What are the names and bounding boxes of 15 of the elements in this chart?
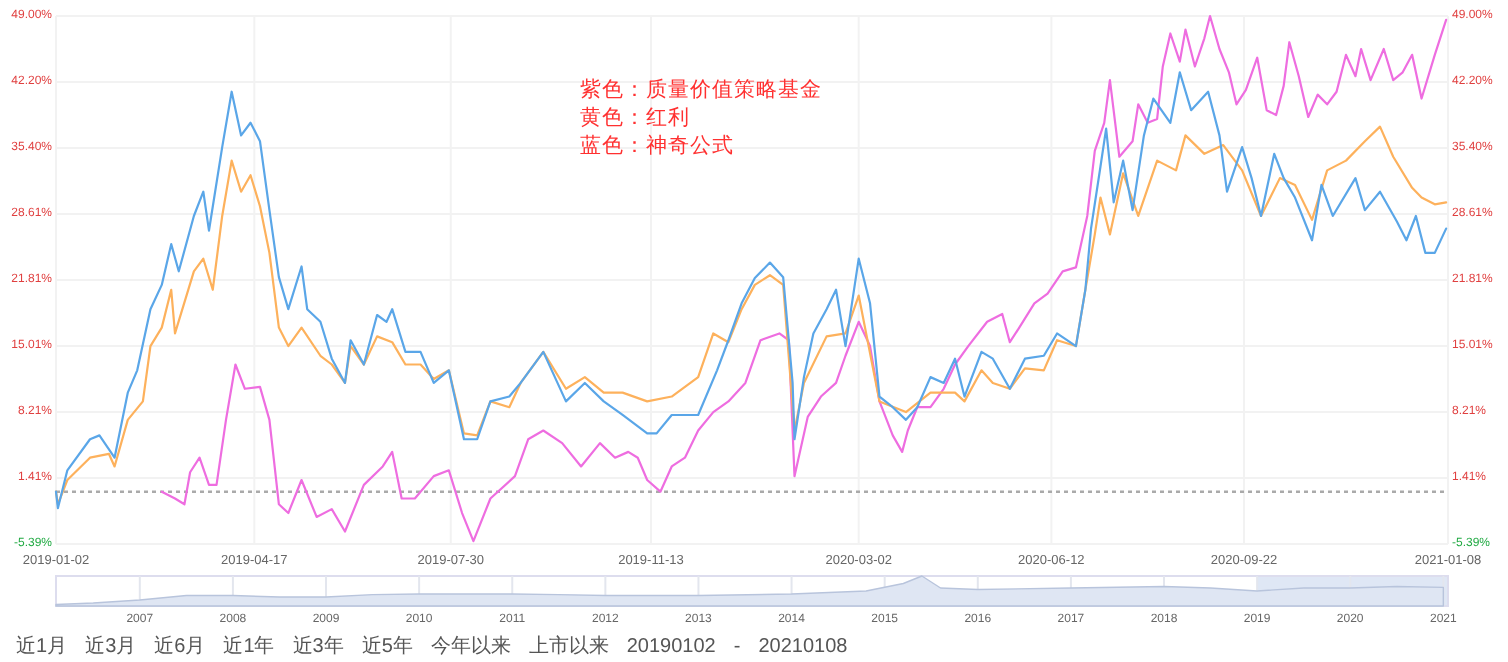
text: 20210108: [758, 636, 849, 658]
text: -: [733, 636, 741, 658]
text: 近6月: [154, 634, 206, 658]
annotation: 蓝色：神奇公式: [580, 132, 734, 158]
annotation: 紫色：质量价值策略基金: [580, 76, 822, 102]
line-series: [160, 14, 1448, 543]
text: 近3月: [85, 634, 137, 658]
text: 近1年: [223, 634, 275, 658]
text: 上市以来: [528, 634, 609, 658]
text: 今年以来: [430, 634, 511, 658]
text: 20190102: [626, 636, 717, 658]
text: 近1月: [16, 634, 68, 658]
annotation: 黄色：红利: [580, 104, 690, 130]
text: 近5年: [361, 634, 413, 658]
text: 近3年: [292, 634, 344, 658]
